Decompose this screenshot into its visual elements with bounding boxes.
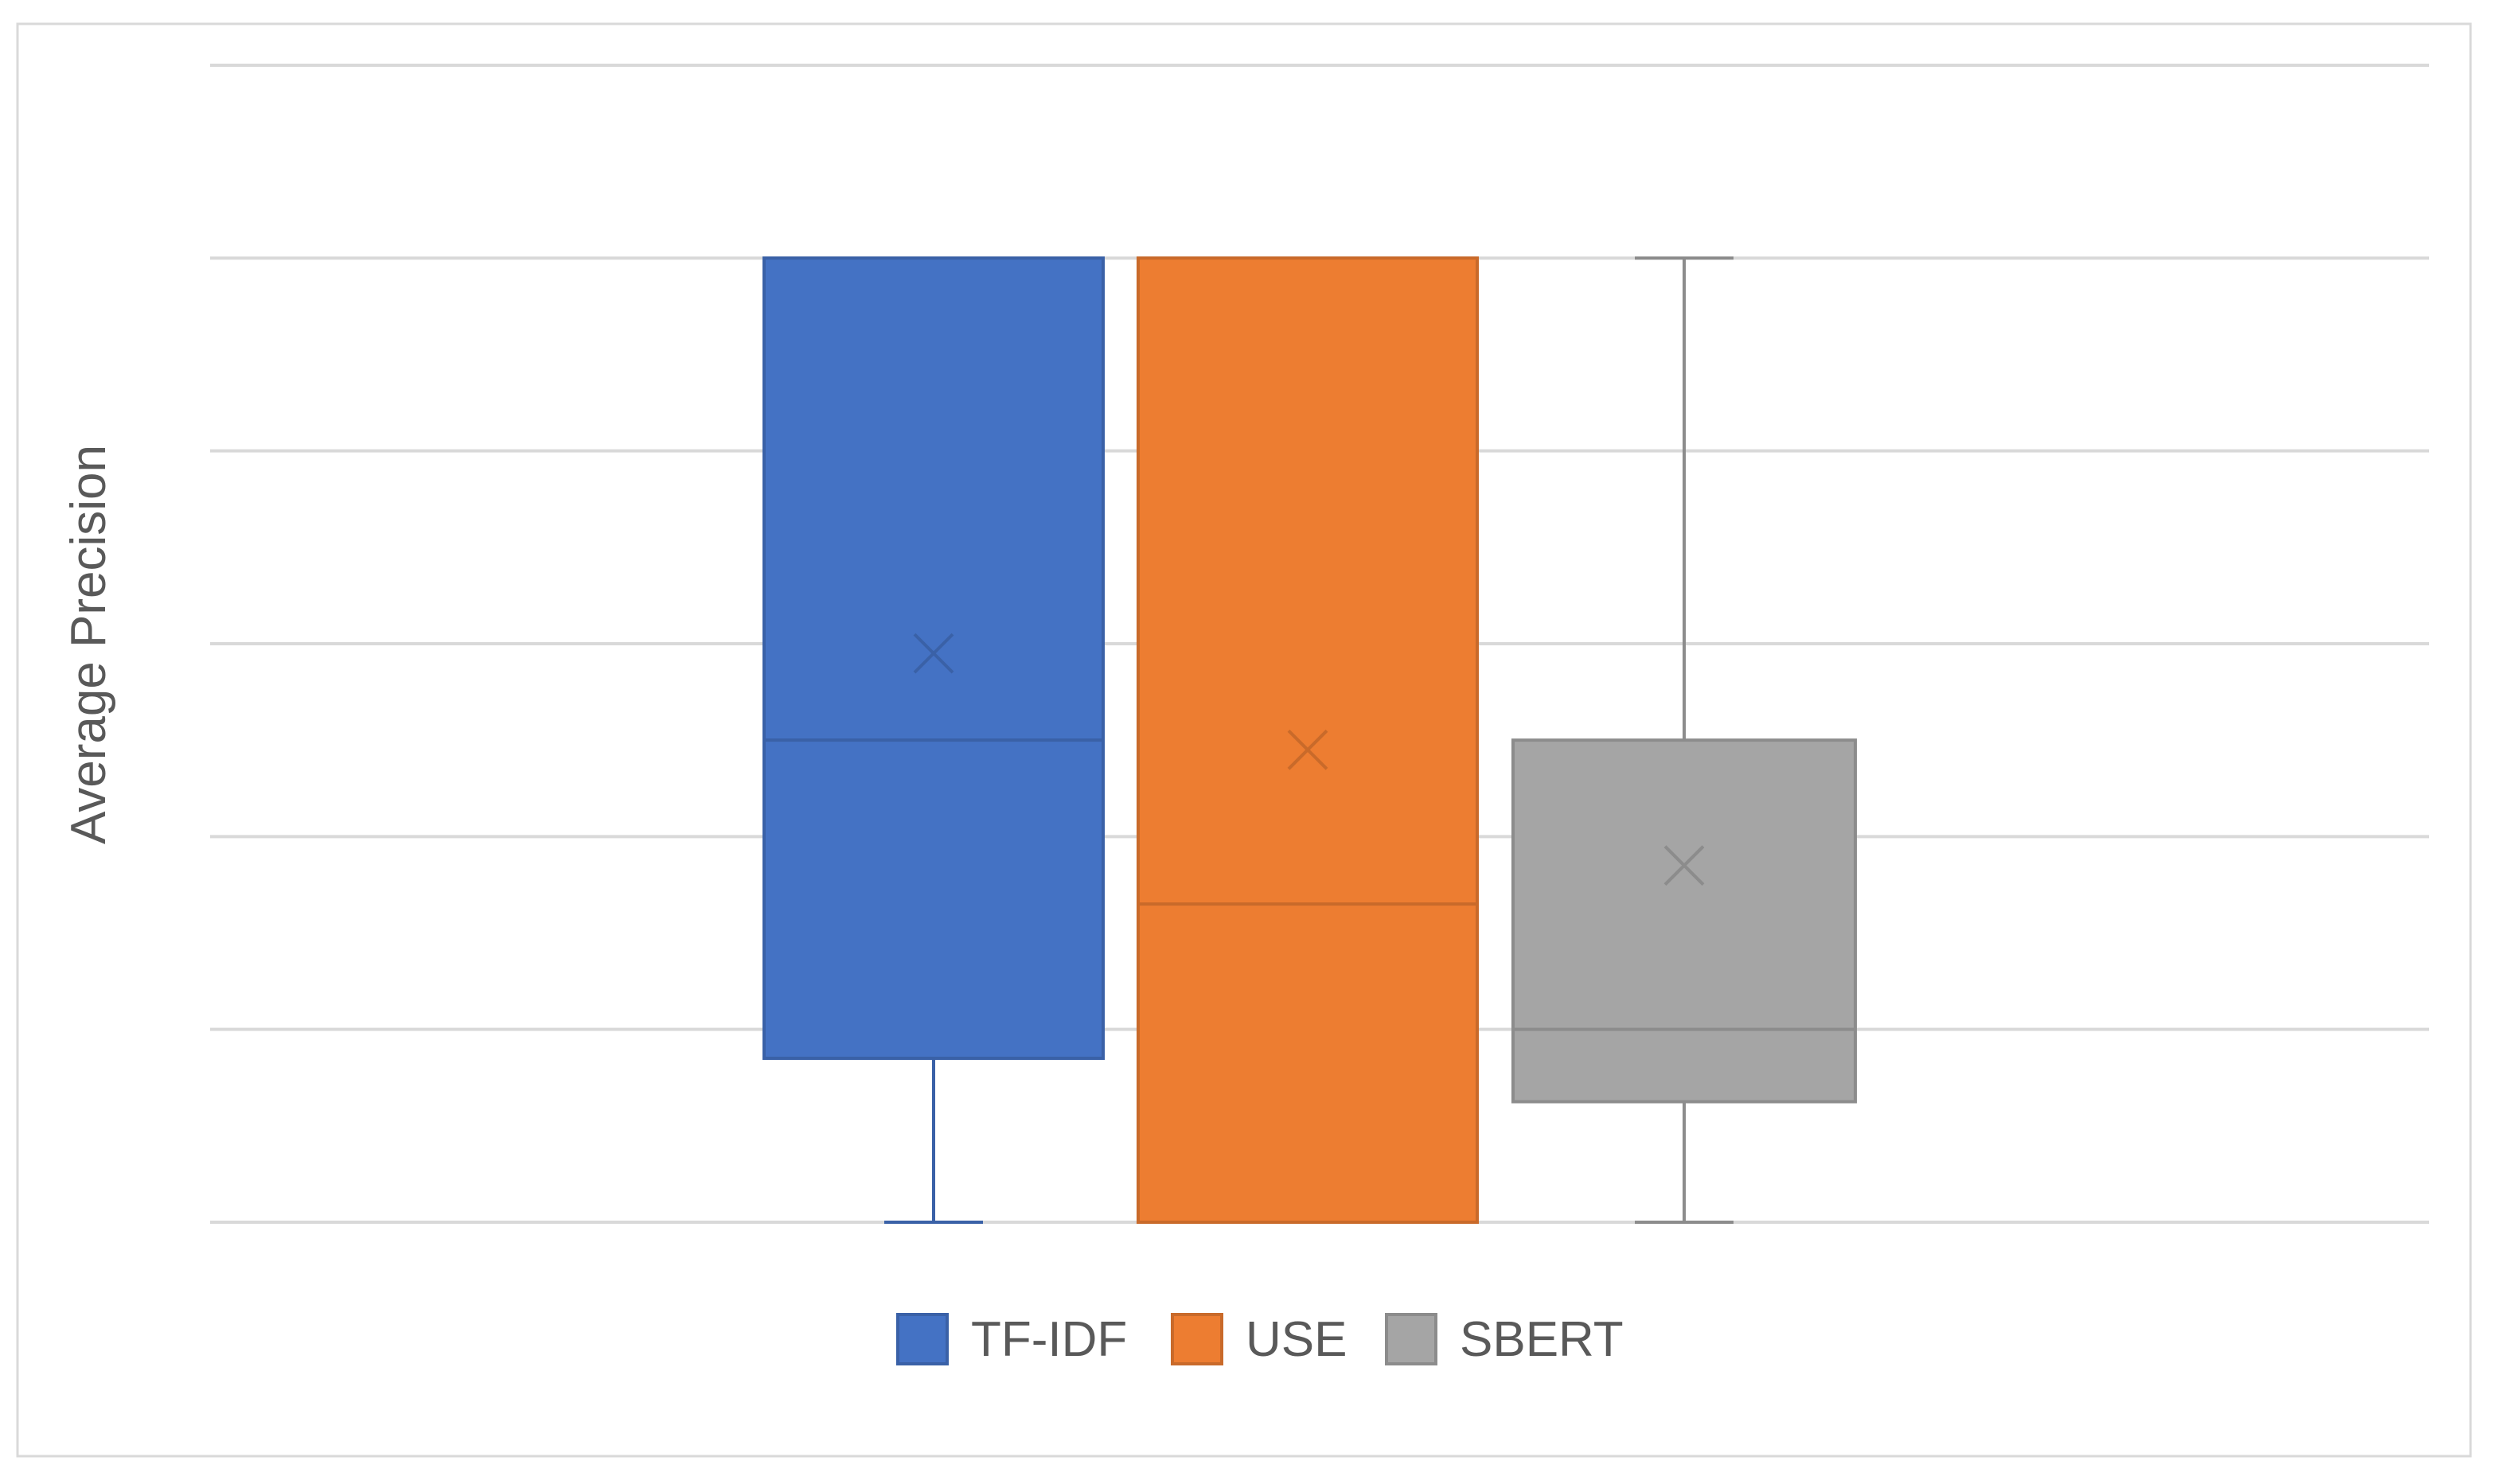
legend-item-use: USE xyxy=(1171,1312,1347,1367)
iqr-box xyxy=(1511,738,1857,1104)
legend-swatch xyxy=(1171,1313,1223,1365)
box-tf-idf xyxy=(762,256,1105,1224)
legend-label: SBERT xyxy=(1460,1312,1624,1367)
legend: TF-IDF USE SBERT xyxy=(896,1312,1624,1367)
box-use xyxy=(1137,256,1479,1224)
legend-item-sbert: SBERT xyxy=(1385,1312,1624,1367)
box-sbert xyxy=(1511,256,1857,1224)
legend-swatch xyxy=(1385,1313,1437,1365)
mean-marker xyxy=(1663,845,1705,886)
iqr-box xyxy=(1137,256,1479,1224)
legend-label: USE xyxy=(1246,1312,1347,1367)
box-series xyxy=(762,256,1857,1224)
legend-swatch xyxy=(896,1313,949,1365)
y-axis-label: Average Precision xyxy=(61,445,116,844)
legend-label: TF-IDF xyxy=(971,1312,1127,1367)
mean-marker xyxy=(1287,729,1328,770)
iqr-box xyxy=(762,256,1105,1061)
legend-item-tf-idf: TF-IDF xyxy=(896,1312,1127,1367)
mean-marker xyxy=(913,633,954,674)
